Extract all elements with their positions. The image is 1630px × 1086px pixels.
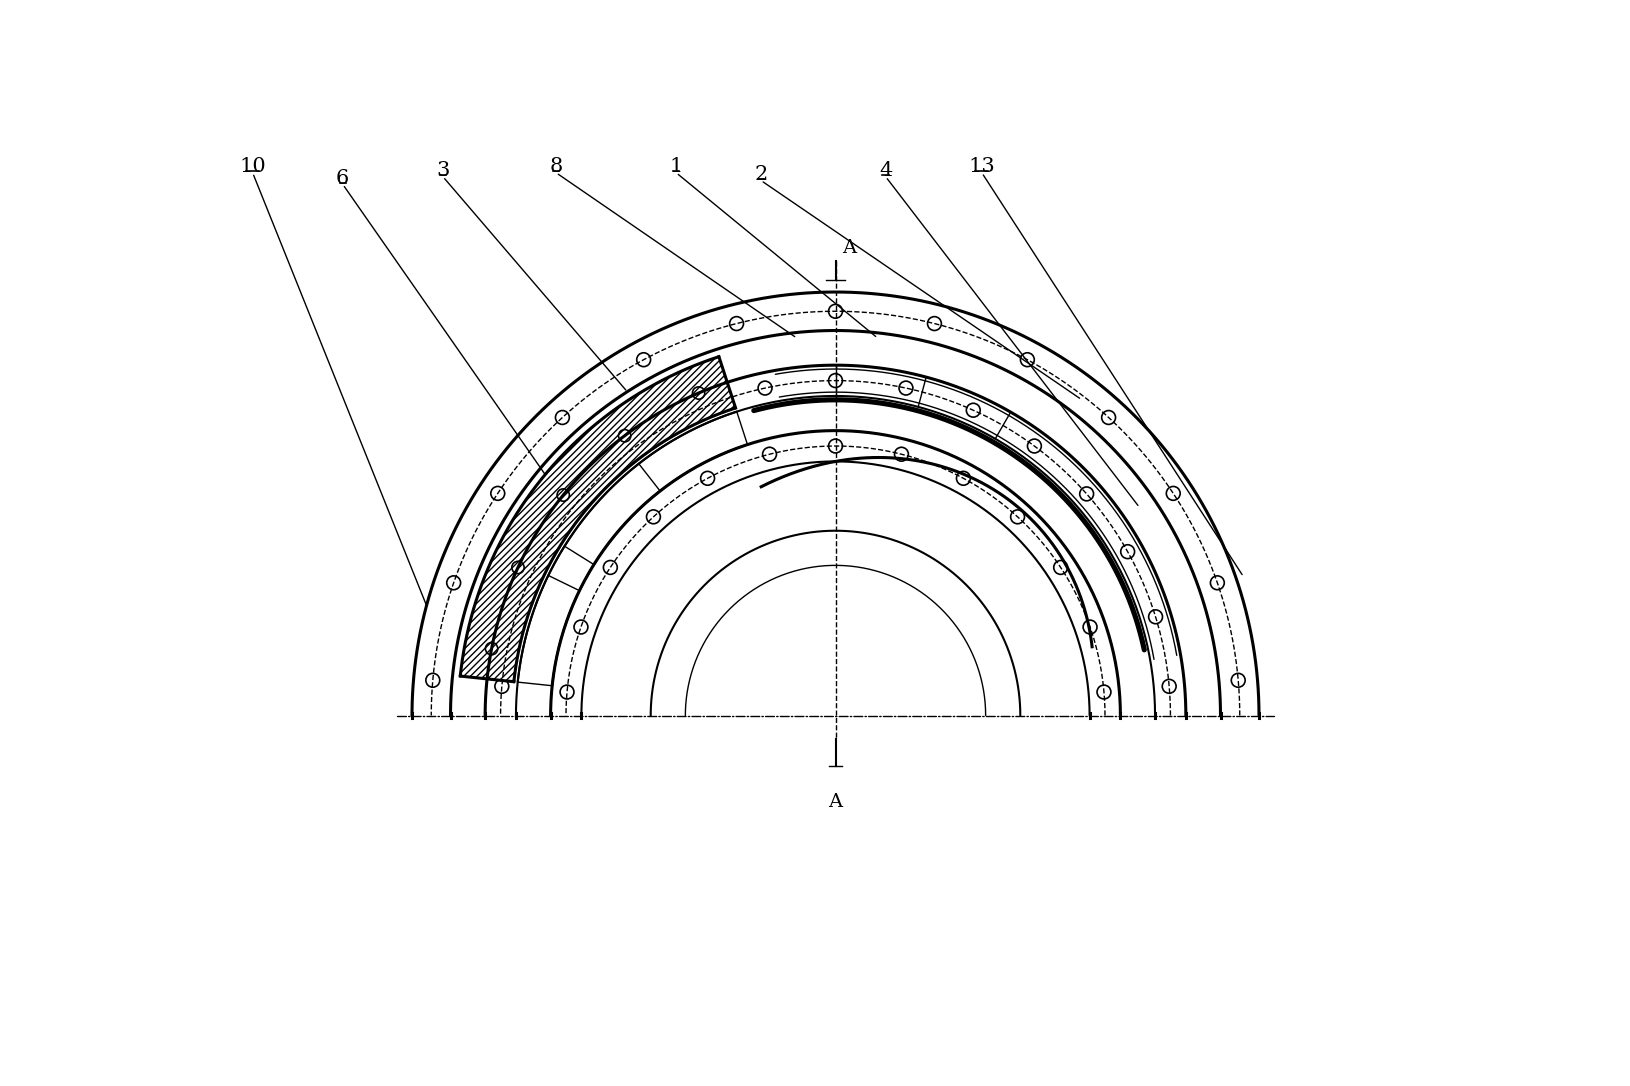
Text: 3: 3 (435, 161, 450, 180)
Polygon shape (460, 356, 735, 682)
Text: 2: 2 (753, 165, 768, 184)
Text: 6: 6 (336, 168, 349, 188)
Text: 13: 13 (968, 157, 994, 176)
Text: A: A (828, 793, 843, 810)
Text: 4: 4 (879, 161, 892, 180)
Text: A: A (841, 239, 856, 257)
Text: 10: 10 (240, 157, 266, 176)
Text: 1: 1 (668, 157, 683, 176)
Text: 8: 8 (549, 157, 562, 176)
